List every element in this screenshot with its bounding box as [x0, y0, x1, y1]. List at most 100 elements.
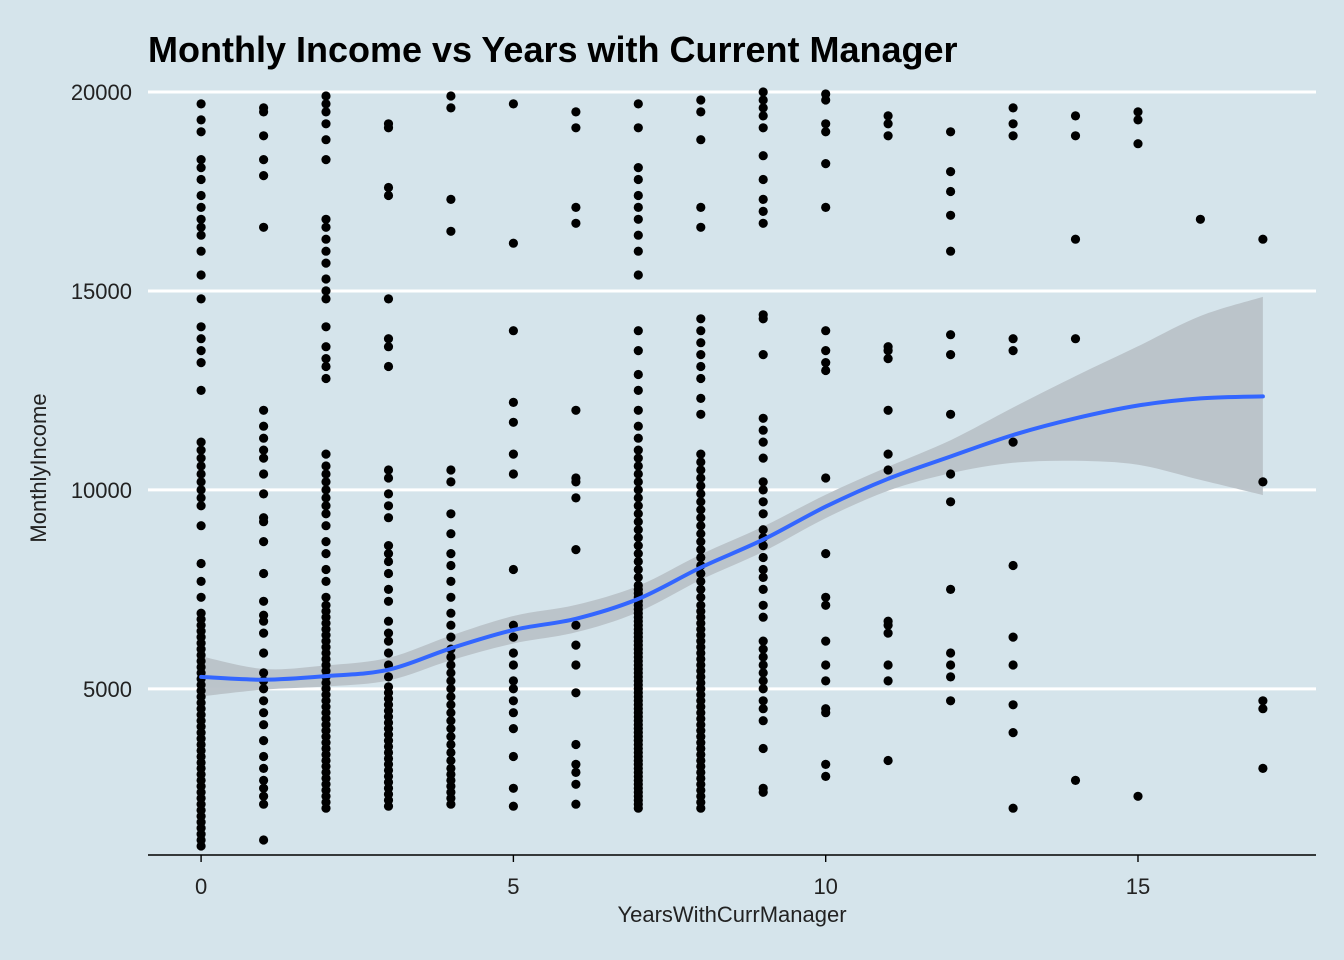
data-point [321, 549, 331, 559]
data-point [321, 564, 331, 575]
data-point [758, 600, 768, 610]
data-point [821, 660, 831, 670]
data-point [196, 385, 206, 395]
data-point [446, 700, 456, 710]
data-point [321, 258, 331, 268]
data-point [696, 537, 706, 547]
data-point [696, 361, 706, 372]
data-point [196, 294, 206, 304]
data-point [758, 644, 768, 654]
data-point [758, 636, 768, 646]
data-point [196, 222, 206, 232]
data-point [1008, 728, 1018, 738]
data-point [696, 576, 706, 587]
data-point [758, 783, 768, 793]
data-point [321, 501, 331, 511]
data-point [883, 342, 893, 352]
data-point [821, 759, 831, 770]
data-point [696, 202, 706, 212]
data-point [321, 361, 331, 372]
data-point [446, 103, 456, 113]
data-point [1258, 477, 1268, 487]
data-point [946, 186, 956, 197]
data-point [259, 171, 269, 181]
data-point [758, 552, 768, 563]
data-point [196, 445, 206, 455]
data-point [446, 692, 456, 702]
smooth-line-layer [199, 394, 1265, 682]
data-point [633, 421, 643, 431]
data-point [633, 326, 643, 336]
data-point [383, 342, 394, 352]
data-point [758, 696, 768, 706]
data-point [321, 485, 331, 495]
data-point [946, 648, 956, 658]
data-point [1008, 131, 1018, 141]
data-point [946, 330, 956, 340]
data-point [633, 346, 643, 356]
data-point [196, 174, 206, 185]
data-point [508, 801, 518, 811]
data-point [633, 469, 643, 479]
data-point [196, 469, 206, 479]
data-point [259, 513, 269, 523]
smooth-line [199, 394, 1265, 682]
data-point [1133, 107, 1143, 117]
data-point [946, 167, 956, 177]
data-point [696, 465, 706, 475]
data-point [321, 91, 331, 101]
data-point [1008, 346, 1018, 356]
data-point [696, 95, 706, 105]
data-point [633, 509, 643, 519]
data-point [633, 572, 643, 583]
data-point [196, 608, 206, 618]
x-tick-label: 10 [813, 874, 837, 899]
data-point [633, 214, 643, 224]
data-point [946, 696, 956, 706]
data-point [633, 556, 643, 567]
data-point [883, 111, 893, 121]
data-point [696, 222, 706, 232]
data-point [259, 537, 269, 547]
data-point [883, 660, 893, 670]
data-point [1133, 791, 1143, 801]
data-point [571, 218, 581, 228]
data-point [321, 322, 331, 332]
data-point [508, 660, 518, 670]
data-point [696, 529, 706, 539]
data-point [259, 708, 269, 718]
data-point [196, 501, 206, 511]
data-point [383, 294, 394, 304]
data-point [758, 541, 768, 551]
data-point [383, 513, 394, 523]
data-point [758, 123, 768, 133]
data-point [259, 720, 269, 730]
data-point [196, 202, 206, 212]
data-point [696, 489, 706, 499]
data-point [758, 87, 768, 97]
data-point [196, 521, 206, 531]
data-point [508, 99, 518, 109]
data-point [633, 533, 643, 543]
data-point [383, 628, 394, 638]
data-point [446, 755, 456, 766]
data-point [696, 326, 706, 336]
data-point [758, 660, 768, 670]
data-point [821, 704, 831, 714]
data-point [383, 584, 394, 595]
data-point [259, 445, 269, 455]
data-point [383, 489, 394, 499]
data-point [758, 668, 768, 678]
y-axis-title: MonthlyIncome [26, 393, 51, 542]
data-point [508, 696, 518, 706]
data-point [696, 409, 706, 419]
data-point [196, 115, 206, 125]
data-point [1070, 234, 1081, 244]
data-point [196, 155, 206, 165]
data-point [446, 608, 456, 618]
data-point [508, 676, 518, 686]
data-point [758, 564, 768, 575]
data-point [259, 131, 269, 141]
data-point [383, 648, 394, 658]
data-point [446, 739, 456, 750]
